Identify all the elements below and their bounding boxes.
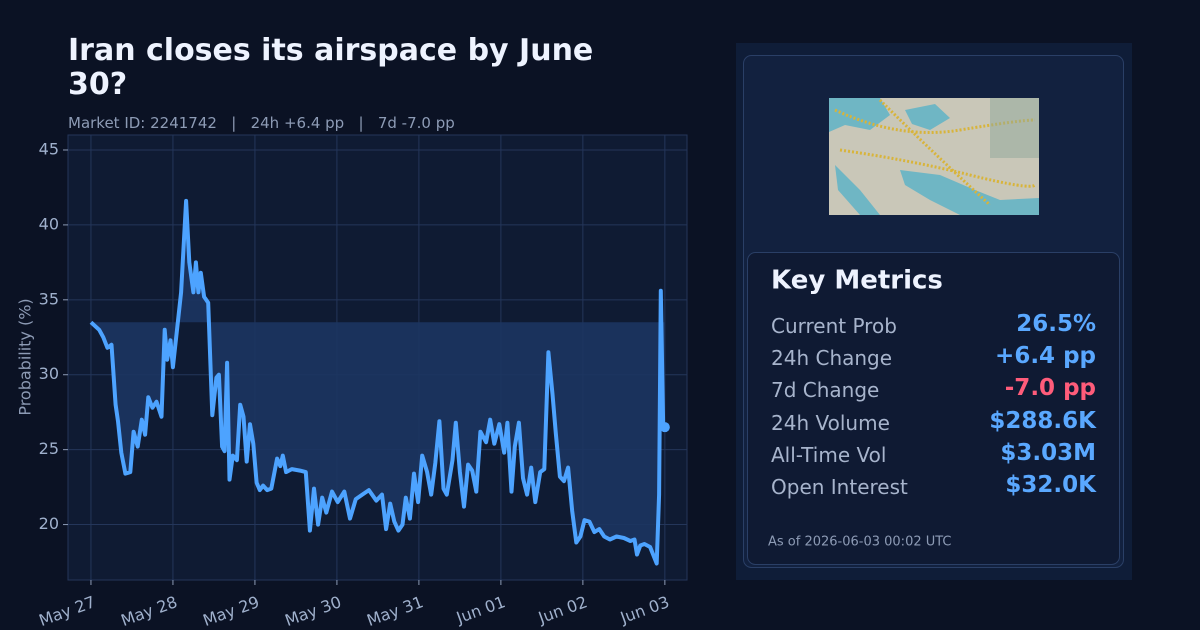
- metric-label: All-Time Vol: [771, 442, 887, 467]
- metric-value: $288.6K: [989, 407, 1096, 434]
- y-tick-label: 20: [39, 514, 59, 533]
- metric-label: 24h Volume: [771, 410, 890, 435]
- line: [89, 198, 666, 566]
- y-tick-label: 35: [39, 289, 59, 308]
- map-terrain: [990, 98, 1039, 158]
- metric-label: Current Prob: [771, 314, 897, 338]
- map-routes: [834, 98, 1037, 207]
- metric-value: $3.03M: [1000, 439, 1096, 466]
- map-water: [829, 98, 890, 132]
- chart-title: Iran closes its airspace by June 30?: [68, 33, 594, 102]
- x-tick-label: May 30: [282, 592, 343, 630]
- map-thumbnail: [829, 98, 1039, 215]
- metric-value: 26.5%: [1016, 311, 1096, 337]
- x-tick-label: Jun 03: [617, 592, 672, 627]
- end-marker: [659, 422, 670, 433]
- as-of: As of 2026-06-03 00:02 UTC: [768, 535, 952, 550]
- metric-value: +6.4 pp: [995, 343, 1096, 370]
- x-tick-label: May 27: [36, 592, 97, 630]
- x-tick-label: May 29: [200, 592, 261, 630]
- chart-subtitle: Market ID: 2241742 | 24h +6.4 pp | 7d -7…: [68, 114, 455, 132]
- metric-label: 24h Change: [771, 346, 893, 371]
- map-water: [835, 165, 880, 215]
- metrics-card: [747, 252, 1120, 565]
- x-tick-label: Jun 01: [453, 592, 508, 627]
- y-tick-label: 40: [39, 214, 59, 233]
- map-water: [905, 104, 950, 130]
- y-tick-label: 25: [39, 439, 59, 458]
- y-tick-label: 30: [39, 364, 59, 383]
- y-axis-label: Probability (%): [16, 298, 35, 415]
- map-water: [900, 170, 1039, 215]
- area: [90, 200, 665, 564]
- x-tick-label: May 28: [118, 592, 179, 630]
- metric-label: Open Interest: [771, 475, 908, 499]
- metric-value: -7.0 pp: [1004, 375, 1096, 402]
- x-tick-label: May 31: [364, 592, 425, 630]
- metric-label: 7d Change: [771, 378, 880, 403]
- y-tick-label: 45: [39, 139, 59, 158]
- metrics-heading: Key Metrics: [771, 266, 943, 296]
- x-tick-label: Jun 02: [535, 592, 590, 627]
- metric-value: $32.0K: [1005, 472, 1096, 498]
